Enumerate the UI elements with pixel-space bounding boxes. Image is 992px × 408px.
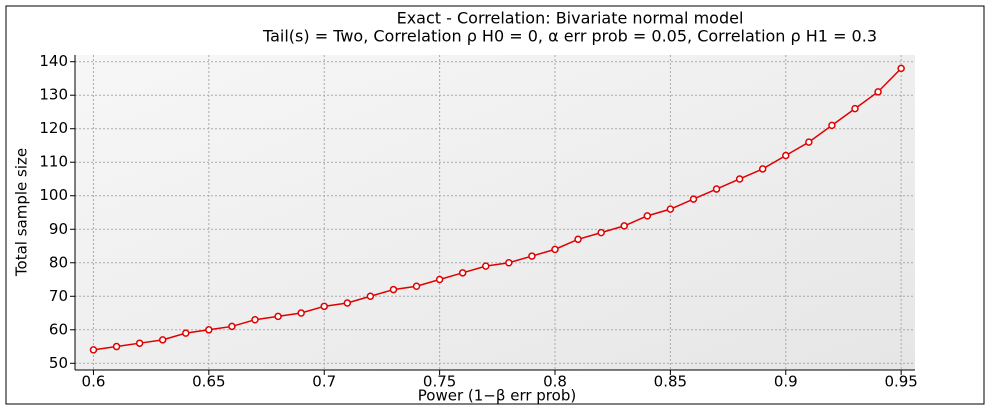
x-tick-label: 0.8 [543,373,567,391]
data-point [528,252,536,260]
data-point [205,326,213,334]
data-point [897,64,905,73]
y-tick-label: 70 [49,287,68,305]
y-axis-label: Total sample size [13,148,31,277]
chart-subtitle: Tail(s) = Two, Correlation ρ H0 = 0, α e… [262,27,877,46]
x-tick-label: 0.65 [192,373,225,391]
data-point [366,292,375,301]
data-point [689,195,698,203]
data-point [182,329,190,337]
y-tick-label: 60 [49,320,68,338]
x-tick-label: 0.7 [312,373,336,391]
data-point [574,235,582,244]
data-point [228,322,236,331]
data-point [758,165,767,173]
data-point [666,205,675,213]
x-axis-label: Power (1−β err prob) [418,387,576,405]
data-point [135,339,144,347]
x-tick-label: 0.75 [423,373,456,391]
data-point [320,302,328,311]
data-point [851,104,859,113]
data-point [805,138,813,146]
x-tick-label: 0.6 [82,373,106,391]
data-point [505,259,513,267]
data-point [458,269,467,277]
data-point [251,315,259,324]
y-tick-label: 80 [49,253,68,271]
plot-area [75,55,915,370]
data-point [874,88,882,96]
data-point [112,342,121,351]
y-tick-label: 90 [49,220,68,238]
chart-title: Exact - Correlation: Bivariate normal mo… [397,9,744,28]
data-point [158,336,167,344]
data-point [597,228,605,237]
data-point [782,151,790,160]
data-point [712,185,721,193]
data-point [297,309,305,317]
y-tick-label: 130 [39,86,68,104]
y-tick-label: 50 [49,354,68,372]
data-point [643,212,652,220]
y-tick-label: 140 [39,52,68,70]
data-point [482,262,490,270]
x-tick-label: 0.9 [774,373,798,391]
y-tick-label: 110 [39,153,68,171]
data-point [735,175,744,183]
data-point [343,299,352,307]
data-line [93,67,902,351]
y-tick-label: 120 [39,119,68,137]
data-point [412,282,421,290]
data-point [551,245,559,254]
data-point [274,312,282,321]
x-tick-label: 0.95 [884,373,917,391]
x-tick-label: 0.85 [654,373,687,391]
data-point [620,222,628,230]
data-point [435,275,444,284]
data-point [89,346,98,354]
data-point [389,285,398,294]
y-tick-label: 100 [39,186,68,204]
data-point [828,121,836,130]
